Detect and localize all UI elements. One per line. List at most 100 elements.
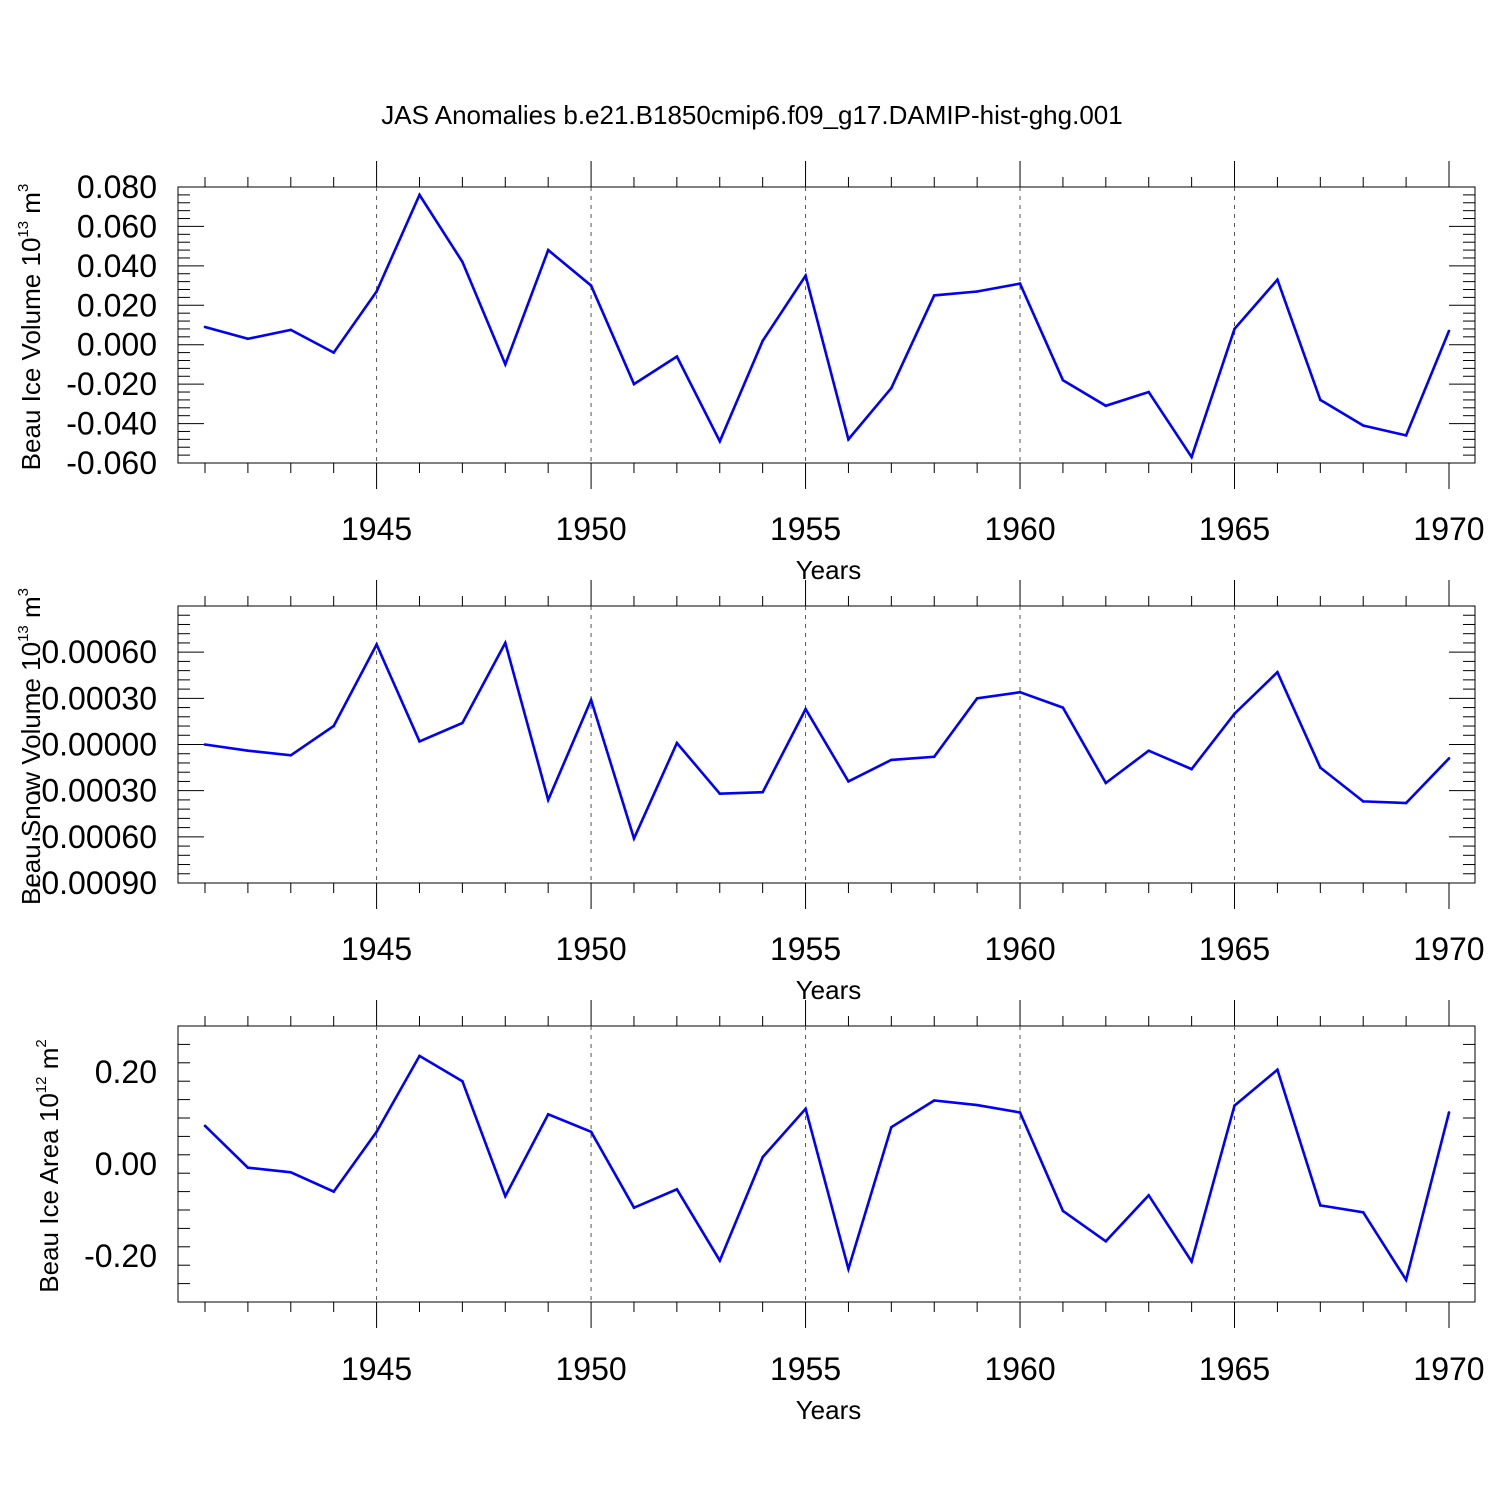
x-tick-label: 1970 [1413, 511, 1484, 547]
series-line [204, 1054, 1451, 1284]
data-point [1147, 390, 1151, 394]
data-point [289, 1170, 293, 1174]
data-point [203, 743, 207, 746]
data-point [1447, 329, 1451, 333]
data-point [589, 1130, 593, 1134]
x-axis-label: Years [796, 555, 862, 585]
data-point [1319, 766, 1322, 769]
y-tick-label: 0.060 [77, 208, 157, 244]
data-point [589, 698, 593, 702]
data-point [1276, 278, 1279, 281]
data-point [632, 1206, 636, 1209]
data-point [203, 1124, 207, 1128]
panel-2: 1945 1950 1955 1960 1965 1970 Years 0.00060 0.00… [15, 580, 1485, 1005]
data-point [1104, 1239, 1108, 1243]
data-point [932, 294, 936, 297]
data-point [1104, 404, 1108, 408]
y-tick-label: -0.060 [66, 445, 157, 481]
y-axis-label: Beau Ice Area 1012 m2 [33, 1039, 64, 1292]
x-tick-label: 1950 [555, 1351, 626, 1387]
data-point [847, 1267, 850, 1271]
data-point [1018, 690, 1022, 694]
data-point [761, 790, 764, 794]
plot-frame [177, 1025, 1476, 1303]
data-point [1276, 670, 1279, 674]
x-tick-label: 1960 [984, 511, 1055, 547]
y-tick-label: -0.20 [84, 1238, 157, 1274]
y-tick-label: -0.020 [66, 366, 157, 402]
x-tick-label: 1960 [984, 1351, 1055, 1387]
data-point [804, 1107, 807, 1111]
data-point [1147, 749, 1151, 752]
data-point [675, 741, 679, 745]
data-point [461, 721, 464, 725]
x-tick-label: 1960 [984, 931, 1055, 967]
y-tick-label: 0.000 [77, 327, 157, 363]
data-point [503, 363, 507, 366]
data-point [375, 1130, 378, 1134]
data-point [761, 1155, 764, 1159]
data-point [1233, 327, 1236, 331]
y-tick-label: -0.00030 [31, 773, 157, 809]
data-point [246, 337, 250, 341]
data-point [1061, 378, 1065, 382]
data-point [1018, 282, 1022, 285]
data-point [375, 643, 378, 646]
data-point [718, 792, 722, 796]
data-point [890, 386, 893, 390]
data-point [546, 1113, 550, 1116]
data-point [1190, 1260, 1193, 1263]
data-point [847, 780, 850, 783]
data-point [1233, 1104, 1236, 1107]
x-tick-label: 1965 [1199, 511, 1270, 547]
data-point [1190, 767, 1193, 771]
data-point [1404, 1278, 1408, 1282]
data-point [461, 260, 464, 264]
data-point [246, 749, 250, 752]
y-tick-label: 0.00030 [41, 680, 157, 716]
data-point [546, 798, 550, 802]
y-tick-label: -0.00060 [31, 819, 157, 855]
x-tick-label: 1970 [1413, 1351, 1484, 1387]
series-line [204, 192, 1451, 461]
x-tick-label: 1950 [555, 931, 626, 967]
y-tick-label: 0.00 [95, 1146, 157, 1182]
panel-3: 1945 1950 1955 1960 1965 1970 Years 0.20 0.00 -0.… [33, 1000, 1485, 1425]
y-tick-label: 0.040 [77, 248, 157, 284]
x-tick-label: 1965 [1199, 931, 1270, 967]
data-point [890, 758, 893, 762]
x-tick-label: 1955 [770, 1351, 841, 1387]
data-point [675, 355, 679, 358]
x-axis-label: Years [796, 1395, 862, 1425]
x-tick-label: 1955 [770, 931, 841, 967]
data-point [632, 382, 636, 386]
data-point [546, 248, 550, 252]
data-point [804, 274, 807, 278]
data-point [503, 1194, 507, 1198]
data-point [975, 697, 979, 700]
y-tick-label: 0.080 [77, 169, 157, 205]
x-tick-label: 1945 [341, 511, 412, 547]
data-point [1061, 1209, 1065, 1213]
data-point [1447, 757, 1451, 760]
data-point [1361, 424, 1365, 427]
x-tick-label: 1955 [770, 511, 841, 547]
y-tick-label: 0.00060 [41, 634, 157, 670]
data-point [332, 1190, 335, 1193]
data-point [718, 1259, 722, 1262]
data-point [1190, 455, 1193, 459]
data-point [1404, 434, 1408, 437]
data-point [1319, 398, 1322, 402]
y-tick-label: -0.040 [66, 406, 157, 442]
data-point [203, 325, 207, 329]
data-point [1319, 1204, 1322, 1207]
data-point [418, 1054, 421, 1058]
data-point [1061, 706, 1065, 709]
data-point [804, 707, 807, 711]
data-point [461, 1079, 464, 1083]
y-tick-label: 0.20 [95, 1054, 157, 1090]
series-line [204, 639, 1450, 843]
figure-title: JAS Anomalies b.e21.B1850cmip6.f09_g17.D… [381, 100, 1122, 130]
data-point [675, 1188, 679, 1191]
